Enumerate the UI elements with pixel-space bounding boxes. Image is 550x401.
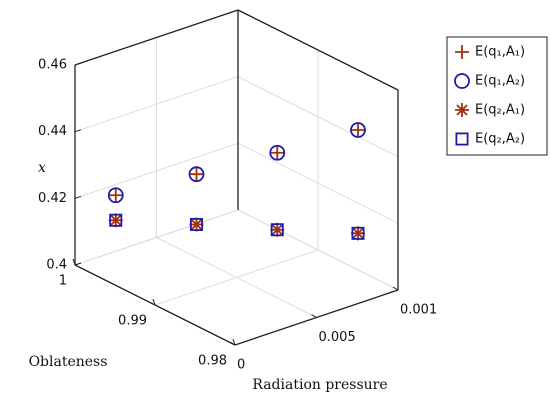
data-point bbox=[188, 166, 205, 183]
legend-marker bbox=[455, 103, 469, 117]
x-tick-label: 0.99 bbox=[118, 314, 147, 329]
x-tick bbox=[232, 338, 236, 346]
z-tick-label: 0.46 bbox=[38, 58, 67, 73]
y-tick-label: 0.005 bbox=[319, 330, 356, 345]
z-tick bbox=[74, 195, 82, 199]
data-point bbox=[109, 213, 123, 227]
y-tick bbox=[311, 314, 317, 318]
z-tick bbox=[74, 129, 82, 133]
box-edge bbox=[237, 9, 399, 91]
data-point bbox=[351, 123, 365, 137]
z-tick-label: 0.4 bbox=[46, 258, 67, 273]
grid-line bbox=[156, 237, 317, 318]
data-point bbox=[189, 217, 203, 231]
x-tick-label: 1 bbox=[59, 274, 67, 289]
legend-label: E(q₂,A₂) bbox=[475, 132, 525, 147]
y-tick-label: 0 bbox=[237, 358, 245, 373]
z-axis-label: x bbox=[38, 160, 46, 176]
data-point bbox=[351, 226, 365, 240]
x-tick bbox=[72, 258, 76, 266]
z-tick bbox=[74, 62, 82, 66]
legend-label: E(q₁,A₂) bbox=[475, 74, 525, 89]
z-tick-label: 0.44 bbox=[38, 124, 67, 139]
y-tick-label: 0.001 bbox=[400, 303, 437, 318]
data-point bbox=[270, 145, 285, 160]
data-point bbox=[108, 188, 123, 203]
data-point bbox=[270, 223, 284, 237]
data-point bbox=[350, 122, 366, 138]
data-point bbox=[269, 144, 286, 161]
data-point bbox=[351, 226, 365, 241]
legend-marker bbox=[455, 132, 469, 146]
legend-box bbox=[446, 36, 548, 156]
data-point bbox=[189, 217, 204, 232]
y-tick bbox=[229, 341, 236, 346]
data-point bbox=[270, 222, 285, 237]
box-edge bbox=[74, 9, 239, 66]
y-tick bbox=[392, 286, 399, 291]
legend-marker bbox=[455, 45, 469, 59]
data-point bbox=[189, 167, 204, 182]
legend-marker bbox=[454, 73, 470, 89]
grid-line bbox=[237, 209, 399, 291]
z-tick bbox=[74, 262, 82, 266]
y-axis-label: Radiation pressure bbox=[252, 377, 387, 393]
x-tick bbox=[152, 298, 156, 306]
x-tick-label: 0.98 bbox=[198, 354, 227, 369]
data-point bbox=[107, 187, 124, 204]
legend-label: E(q₂,A₁) bbox=[475, 103, 525, 118]
legend-label: E(q₁,A₁) bbox=[475, 45, 525, 60]
data-point bbox=[108, 213, 123, 228]
z-tick-label: 0.42 bbox=[38, 191, 67, 206]
x-axis-label: Oblateness bbox=[29, 354, 108, 370]
